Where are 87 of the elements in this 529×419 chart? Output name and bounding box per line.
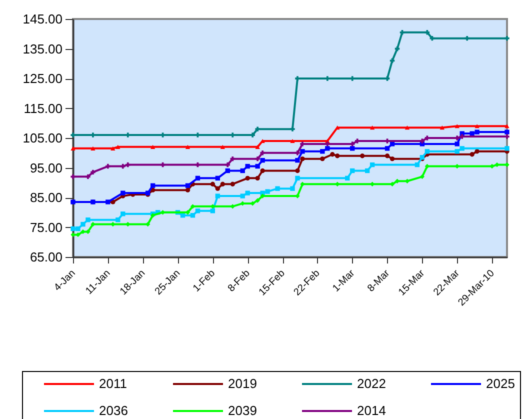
point bbox=[220, 144, 225, 149]
point bbox=[220, 182, 225, 186]
point bbox=[185, 144, 190, 149]
point bbox=[195, 176, 200, 181]
y-tick-label: 105.00 bbox=[22, 130, 62, 146]
point bbox=[370, 162, 375, 168]
point bbox=[404, 126, 410, 130]
y-tick-label: 145.00 bbox=[22, 12, 62, 26]
point bbox=[384, 146, 390, 151]
point bbox=[150, 183, 156, 188]
point bbox=[116, 217, 120, 222]
point bbox=[360, 154, 365, 158]
y-tick-label: 125.00 bbox=[22, 71, 62, 86]
point bbox=[210, 182, 216, 186]
point bbox=[424, 149, 430, 154]
point bbox=[454, 142, 460, 146]
y-tick-label: 75.00 bbox=[30, 220, 62, 235]
point bbox=[454, 124, 460, 128]
point bbox=[400, 30, 405, 35]
point bbox=[350, 168, 355, 174]
point bbox=[440, 126, 444, 130]
y-tick-label: 95.00 bbox=[30, 160, 62, 176]
point bbox=[106, 200, 110, 204]
point bbox=[504, 130, 510, 134]
point bbox=[470, 131, 474, 136]
point bbox=[120, 212, 126, 216]
y-tick-label: 115.00 bbox=[24, 100, 62, 116]
point bbox=[90, 170, 96, 175]
point bbox=[384, 154, 390, 158]
point bbox=[120, 164, 126, 169]
point bbox=[424, 30, 430, 35]
legend-label: 2039 bbox=[228, 403, 257, 418]
legend-label: 2011 bbox=[99, 376, 127, 391]
y-tick-label: 135.00 bbox=[22, 41, 62, 56]
point bbox=[185, 188, 190, 192]
point bbox=[230, 156, 235, 162]
point bbox=[370, 126, 375, 130]
point bbox=[150, 144, 156, 149]
point bbox=[414, 162, 420, 168]
point bbox=[420, 174, 425, 180]
point bbox=[460, 146, 464, 151]
point bbox=[504, 124, 510, 128]
point bbox=[225, 162, 230, 168]
point bbox=[390, 58, 395, 63]
point bbox=[86, 174, 90, 180]
point bbox=[364, 168, 370, 174]
point bbox=[454, 149, 460, 154]
point bbox=[210, 208, 216, 214]
point bbox=[350, 146, 355, 151]
legend-label: 2014 bbox=[357, 403, 386, 418]
point bbox=[390, 156, 395, 162]
point bbox=[390, 142, 395, 146]
point bbox=[86, 217, 90, 222]
point bbox=[504, 36, 510, 41]
point bbox=[504, 146, 510, 151]
point bbox=[70, 226, 76, 232]
point bbox=[185, 183, 190, 188]
point bbox=[215, 176, 220, 181]
point bbox=[90, 146, 96, 150]
point bbox=[126, 162, 130, 168]
point bbox=[464, 36, 470, 41]
point bbox=[215, 186, 220, 191]
legend-label: 2025 bbox=[486, 376, 515, 391]
point bbox=[474, 149, 480, 154]
point bbox=[190, 213, 196, 218]
point bbox=[76, 226, 80, 232]
point bbox=[225, 168, 230, 174]
point bbox=[116, 144, 120, 149]
point bbox=[215, 194, 220, 198]
point bbox=[230, 182, 235, 186]
legend-label: 2019 bbox=[228, 376, 257, 391]
y-tick-label: 85.00 bbox=[30, 190, 62, 205]
legend-label: 2036 bbox=[99, 403, 128, 418]
point bbox=[70, 146, 76, 150]
y-tick-label: 65.00 bbox=[30, 250, 62, 264]
point bbox=[470, 152, 474, 157]
point bbox=[106, 164, 110, 169]
point bbox=[120, 190, 126, 196]
point bbox=[70, 174, 76, 180]
point bbox=[474, 124, 480, 128]
point bbox=[80, 222, 86, 227]
legend-label: 2022 bbox=[357, 376, 386, 391]
point bbox=[86, 229, 90, 234]
point bbox=[195, 208, 200, 214]
point bbox=[430, 36, 435, 41]
point bbox=[474, 130, 480, 134]
point bbox=[110, 146, 116, 150]
